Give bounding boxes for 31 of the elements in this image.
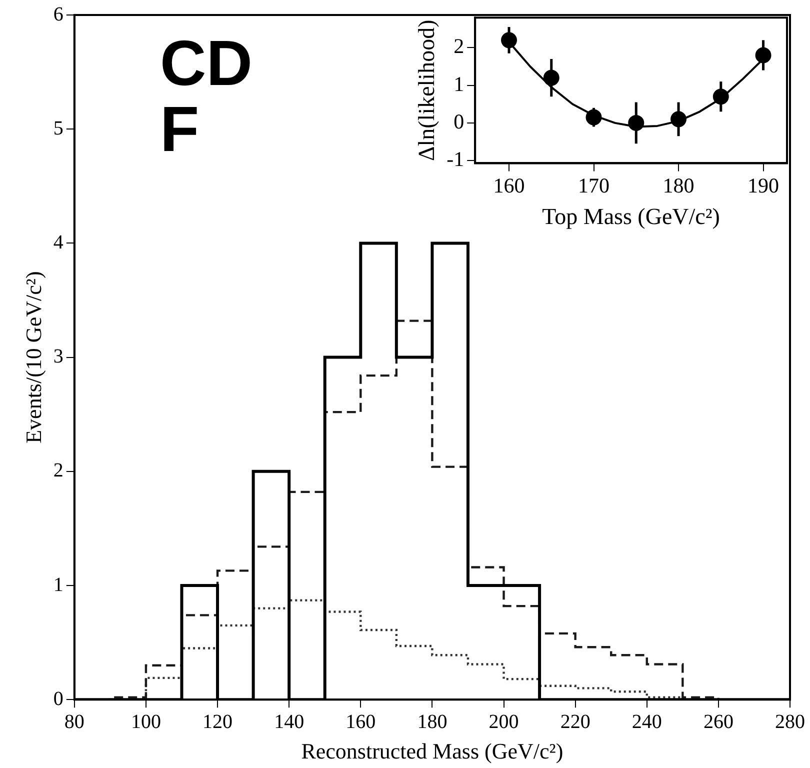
y-tick-label: 6: [53, 3, 64, 26]
y-tick-label: -1: [446, 147, 464, 172]
x-tick-label: 160: [493, 173, 525, 198]
y-axis-title: Δln(likelihood): [414, 20, 439, 162]
x-axis-title: Top Mass (GeV/c²): [542, 204, 720, 230]
x-tick-label: 80: [64, 710, 84, 733]
x-axis-title: Reconstructed Mass (GeV/c²): [301, 738, 564, 764]
y-axis-title: Events/(10 GeV/c²): [20, 271, 46, 444]
y-tick-label: 5: [53, 117, 64, 140]
x-tick-label: 220: [560, 710, 590, 733]
y-tick-label: 3: [53, 346, 64, 368]
x-tick-label: 240: [632, 710, 662, 733]
x-tick-label: 120: [202, 710, 233, 733]
y-tick-label: 2: [454, 34, 464, 58]
x-tick-label: 170: [578, 173, 610, 198]
y-tick-label: 2: [53, 460, 64, 482]
x-tick-label: 100: [130, 710, 161, 733]
x-tick-label: 190: [748, 173, 780, 198]
x-tick-label: 140: [274, 710, 304, 733]
y-tick-label: 1: [53, 574, 64, 596]
x-tick-label: 260: [703, 710, 734, 733]
x-tick-label: 280: [775, 710, 805, 733]
y-tick-label: 1: [454, 72, 464, 96]
y-tick-label: 4: [53, 231, 64, 254]
y-tick-label: 0: [454, 109, 464, 134]
x-tick-label: 180: [662, 173, 694, 198]
annotation: CDF: [160, 27, 254, 165]
x-tick-label: 160: [346, 710, 376, 733]
y-tick-label: 0: [53, 688, 64, 710]
x-tick-label: 200: [488, 710, 519, 733]
x-tick-label: 180: [417, 710, 448, 733]
